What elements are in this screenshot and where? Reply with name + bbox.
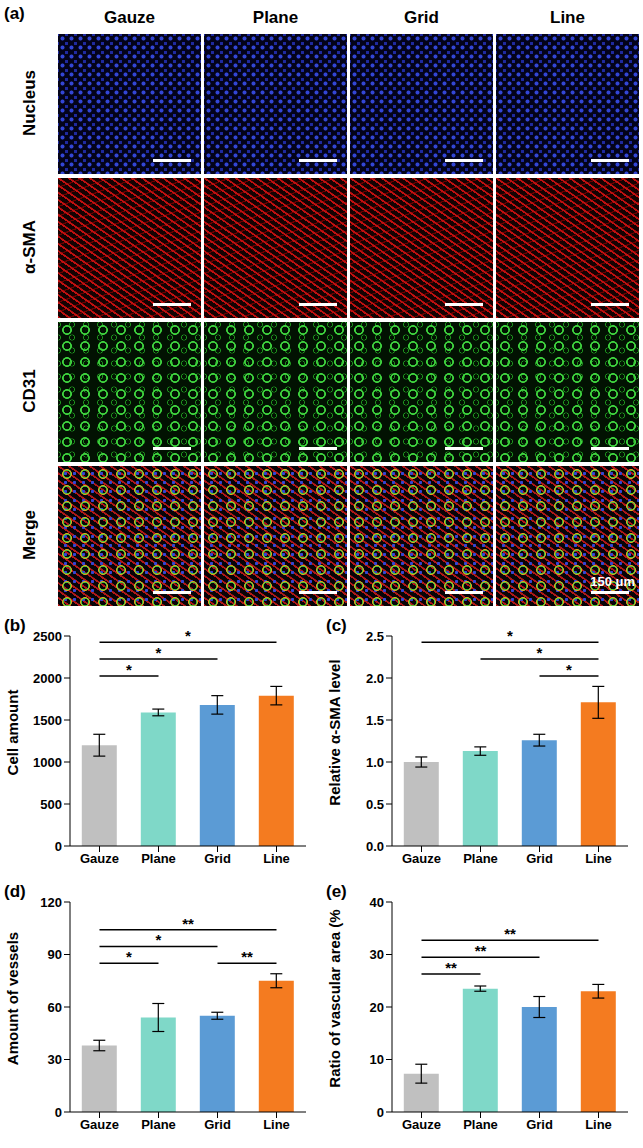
html-text:Relative α-SMA level: Relative α-SMA level xyxy=(325,659,343,806)
svg-text:Gauze: Gauze xyxy=(402,1117,441,1132)
svg-text:Line: Line xyxy=(585,1117,612,1132)
html-text:Grid: Grid xyxy=(404,8,439,27)
svg-text:**: ** xyxy=(241,948,253,965)
svg-text:*: * xyxy=(566,661,572,678)
svg-text:*: * xyxy=(156,931,162,948)
svg-text:Line: Line xyxy=(263,1117,290,1132)
svg-text:0.0: 0.0 xyxy=(366,839,384,854)
svg-text:1000: 1000 xyxy=(33,755,62,770)
svg-text:*: * xyxy=(156,644,162,661)
html-text:Cell amount: Cell amount xyxy=(3,689,21,776)
html-text:Merge: Merge xyxy=(20,510,39,560)
html-text:CD31: CD31 xyxy=(20,369,39,413)
svg-text:**: ** xyxy=(504,925,516,942)
svg-text:Plane: Plane xyxy=(463,1117,498,1132)
svg-text:2500: 2500 xyxy=(33,629,62,644)
svg-text:*: * xyxy=(507,627,513,644)
svg-text:Gauze: Gauze xyxy=(80,1117,119,1132)
svg-text:2.0: 2.0 xyxy=(366,671,384,686)
svg-text:2000: 2000 xyxy=(33,671,62,686)
html-text:α-SMA: α-SMA xyxy=(20,220,39,274)
svg-text:Grid: Grid xyxy=(526,851,553,866)
svg-text:Gauze: Gauze xyxy=(80,851,119,866)
svg-text:90: 90 xyxy=(48,947,62,962)
svg-text:Plane: Plane xyxy=(463,851,498,866)
svg-text:**: ** xyxy=(182,915,194,932)
svg-text:500: 500 xyxy=(40,797,62,812)
html-text:Amount of vessels: Amount of vessels xyxy=(3,931,21,1066)
svg-text:0.5: 0.5 xyxy=(366,797,384,812)
svg-text:Line: Line xyxy=(585,851,612,866)
svg-text:Grid: Grid xyxy=(204,1117,231,1132)
svg-text:*: * xyxy=(185,627,191,644)
svg-text:60: 60 xyxy=(48,1000,62,1015)
svg-text:10: 10 xyxy=(370,1052,384,1067)
svg-text:*: * xyxy=(126,661,132,678)
svg-text:*: * xyxy=(537,644,543,661)
html-text:Gauze: Gauze xyxy=(104,8,155,27)
html-text:(d): (d) xyxy=(4,882,26,901)
svg-text:2.5: 2.5 xyxy=(366,629,384,644)
html-text:(b): (b) xyxy=(4,616,26,635)
svg-text:**: ** xyxy=(475,942,487,959)
svg-text:**: ** xyxy=(445,959,457,976)
html-text:Ratio of vascular area (%: Ratio of vascular area (% xyxy=(325,909,343,1088)
svg-text:Grid: Grid xyxy=(526,1117,553,1132)
svg-text:1.0: 1.0 xyxy=(366,755,384,770)
svg-text:Plane: Plane xyxy=(141,851,176,866)
svg-text:1.5: 1.5 xyxy=(366,713,384,728)
html-text:150 μm: 150 μm xyxy=(590,574,635,589)
svg-text:Line: Line xyxy=(263,851,290,866)
svg-text:0: 0 xyxy=(55,1105,62,1120)
svg-text:0: 0 xyxy=(377,1105,384,1120)
svg-text:30: 30 xyxy=(370,947,384,962)
html-text:(a): (a) xyxy=(4,4,25,23)
html-text:(e): (e) xyxy=(326,882,347,901)
svg-text:*: * xyxy=(126,948,132,965)
svg-text:Gauze: Gauze xyxy=(402,851,441,866)
html-text:Nucleus: Nucleus xyxy=(20,69,39,137)
svg-text:Grid: Grid xyxy=(204,851,231,866)
svg-text:0: 0 xyxy=(55,839,62,854)
html-text:Line: Line xyxy=(550,8,585,27)
svg-text:40: 40 xyxy=(370,895,384,910)
svg-text:1500: 1500 xyxy=(33,713,62,728)
svg-text:Plane: Plane xyxy=(141,1117,176,1132)
svg-text:120: 120 xyxy=(40,895,62,910)
svg-text:30: 30 xyxy=(48,1052,62,1067)
svg-text:20: 20 xyxy=(370,1000,384,1015)
html-text:Plane: Plane xyxy=(252,8,299,27)
html-text:(c): (c) xyxy=(326,616,347,635)
